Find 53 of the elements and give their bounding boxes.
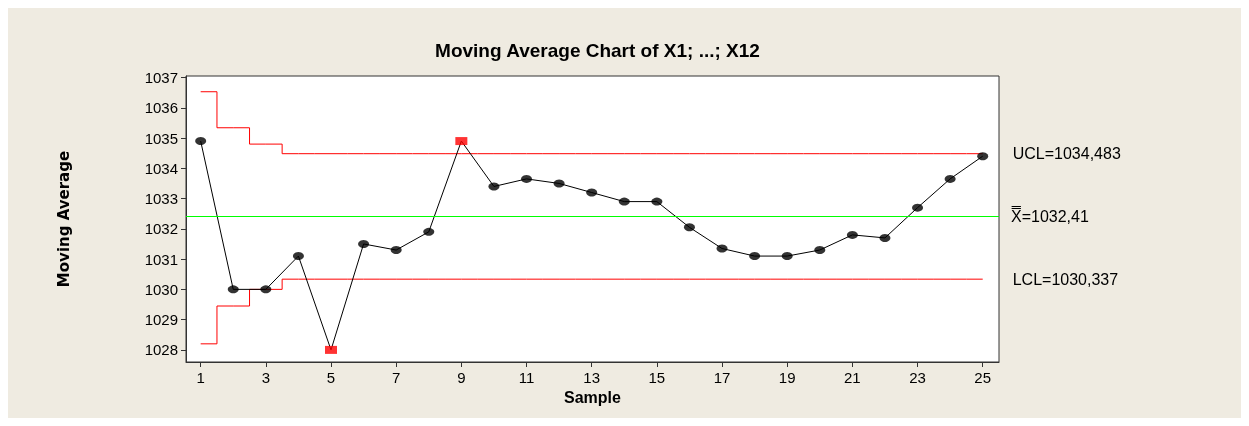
point bbox=[325, 345, 337, 354]
y-tick-label: 1028 bbox=[144, 341, 178, 359]
point bbox=[488, 182, 500, 191]
y-tick-label: 1036 bbox=[144, 99, 178, 117]
x-tick-label: 19 bbox=[778, 369, 796, 386]
point bbox=[879, 233, 891, 242]
point bbox=[781, 252, 793, 261]
point bbox=[586, 188, 598, 197]
point bbox=[423, 227, 435, 236]
y-axis-title: Moving Average bbox=[54, 150, 73, 288]
point bbox=[292, 252, 304, 261]
point bbox=[977, 152, 989, 161]
x-tick-label: 21 bbox=[844, 369, 861, 386]
point bbox=[651, 197, 663, 206]
point bbox=[749, 252, 761, 261]
x-tick-label: 7 bbox=[392, 369, 401, 386]
point bbox=[195, 137, 207, 146]
chart-title: Moving Average Chart of X1; ...; X12 bbox=[435, 40, 760, 61]
point bbox=[553, 179, 565, 188]
y-tick-label: 1035 bbox=[144, 129, 178, 147]
y-tick-label: 1037 bbox=[144, 69, 178, 87]
x-tick-label: 25 bbox=[974, 369, 992, 386]
x-tick-label: 9 bbox=[457, 369, 466, 386]
point bbox=[683, 223, 695, 232]
series-label: UCL=1034,483 bbox=[1012, 145, 1121, 163]
x-tick-label: 5 bbox=[326, 369, 336, 386]
point bbox=[521, 174, 533, 183]
point bbox=[618, 197, 630, 206]
point bbox=[227, 285, 239, 294]
series-label: LCL=1030,337 bbox=[1012, 270, 1119, 288]
y-tick-label: 1034 bbox=[144, 159, 178, 177]
y-tick-label: 1031 bbox=[144, 250, 178, 268]
x-axis-title: Sample bbox=[564, 389, 622, 407]
x-tick-label: 3 bbox=[261, 369, 271, 386]
x-tick-label: 15 bbox=[648, 369, 666, 386]
x-tick-label: 1 bbox=[196, 369, 205, 386]
point bbox=[358, 239, 370, 248]
point bbox=[846, 230, 858, 239]
y-tick-label: 1032 bbox=[144, 220, 178, 238]
ref-line-label: X̿=1032,41 bbox=[1011, 205, 1089, 225]
y-tick-label: 1030 bbox=[144, 280, 178, 298]
x-tick-label: 23 bbox=[909, 369, 926, 386]
point bbox=[912, 203, 924, 212]
point bbox=[814, 246, 826, 255]
x-tick-label: 13 bbox=[583, 369, 601, 386]
point bbox=[260, 285, 272, 294]
point bbox=[716, 244, 728, 253]
x-tick-label: 17 bbox=[713, 369, 731, 386]
y-tick-label: 1033 bbox=[144, 190, 178, 208]
y-tick-label: 1029 bbox=[144, 311, 178, 329]
x-tick-label: 11 bbox=[518, 369, 535, 386]
point bbox=[944, 174, 956, 183]
point bbox=[390, 246, 402, 255]
